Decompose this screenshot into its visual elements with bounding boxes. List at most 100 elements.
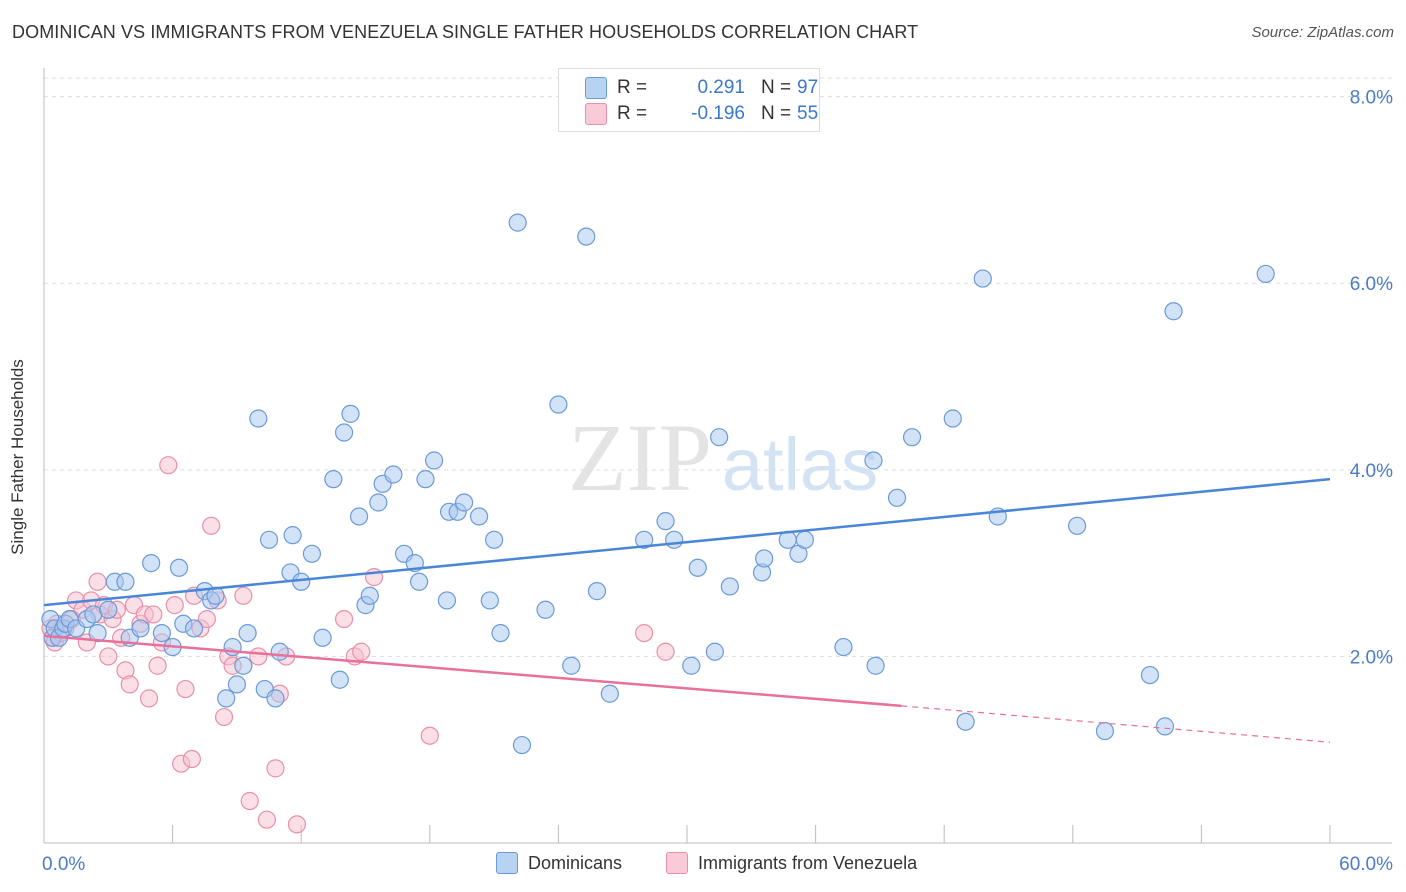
x-tick-label: 60.0% (1339, 854, 1393, 875)
data-point-dominicans (302, 544, 322, 563)
data-point-dominicans (902, 428, 922, 447)
data-point-venezuela (139, 689, 159, 708)
legend-item-venezuela: Immigrants from Venezuela (666, 852, 917, 874)
data-point-dominicans (635, 530, 654, 549)
data-point-dominicans (600, 684, 619, 703)
data-point-dominicans (795, 530, 814, 549)
trend-line-venezuela-extension (901, 705, 1331, 743)
legend-r-label: R = (617, 77, 648, 98)
trend-line-dominicans (43, 477, 1331, 607)
data-point-dominicans (152, 623, 171, 643)
data-point-dominicans (88, 623, 107, 643)
data-point-dominicans (334, 423, 354, 442)
data-point-dominicans (688, 558, 707, 577)
data-point-dominicans (409, 572, 429, 591)
data-point-dominicans (943, 409, 962, 428)
data-point-venezuela (249, 647, 268, 666)
data-point-dominicans (341, 404, 360, 423)
legend-item-dominicans: Dominicans (496, 852, 622, 874)
legend-stats: R = 0.291 N = 97 R = -0.196 N = 55 (558, 68, 820, 132)
data-point-dominicans (424, 451, 444, 470)
watermark-atlas: atlas (722, 423, 878, 506)
data-point-dominicans (437, 591, 457, 610)
series-dominicans-points (41, 213, 1275, 755)
data-point-venezuela (148, 656, 167, 675)
y-tick-label: 6.0% (1350, 274, 1393, 295)
watermark-zip: ZIP (568, 404, 712, 511)
legend-n-label: N = (761, 103, 792, 124)
data-point-dominicans (360, 586, 379, 605)
chart-title: DOMINICAN VS IMMIGRANTS FROM VENEZUELA S… (12, 22, 919, 42)
data-point-venezuela (420, 726, 439, 745)
data-point-dominicans (587, 582, 607, 601)
legend-r-value: 0.291 (697, 77, 745, 98)
data-point-dominicans (184, 619, 204, 638)
legend-r-label: R = (617, 103, 648, 124)
data-point-dominicans (384, 465, 403, 484)
data-point-dominicans (480, 591, 499, 610)
data-point-dominicans (217, 689, 236, 708)
data-point-venezuela (656, 642, 675, 661)
data-point-venezuela (88, 572, 107, 591)
legend-swatch-pink (666, 852, 688, 874)
data-point-dominicans (84, 605, 103, 624)
data-point-dominicans (887, 488, 907, 507)
data-point-dominicans (866, 656, 885, 675)
axes (43, 68, 1392, 844)
watermark: ZIP atlas (568, 404, 878, 511)
legend-n-label: N = (761, 77, 792, 98)
data-point-dominicans (234, 656, 253, 675)
data-point-dominicans (223, 637, 242, 657)
data-point-venezuela (197, 609, 216, 629)
data-point-venezuela (214, 707, 234, 727)
data-point-dominicans (469, 507, 489, 526)
data-point-venezuela (182, 749, 201, 769)
data-point-venezuela (176, 679, 195, 699)
data-point-dominicans (485, 530, 504, 549)
data-point-venezuela (257, 810, 277, 829)
data-point-venezuela (120, 675, 139, 694)
data-point-dominicans (266, 689, 285, 708)
data-point-dominicans (864, 451, 883, 470)
data-point-dominicans (313, 628, 332, 647)
data-point-dominicans (834, 637, 853, 657)
source-label: Source: ZipAtlas.com (1251, 24, 1394, 41)
data-point-dominicans (973, 269, 992, 288)
data-point-dominicans (720, 577, 739, 596)
data-point-dominicans (116, 572, 135, 591)
data-point-venezuela (352, 642, 371, 661)
data-point-dominicans (131, 619, 150, 638)
data-point-dominicans (549, 395, 568, 414)
data-point-dominicans (562, 656, 581, 675)
data-point-dominicans (577, 227, 596, 246)
y-tick-label: 2.0% (1350, 647, 1393, 668)
data-point-dominicans (665, 530, 684, 549)
data-point-dominicans (249, 409, 268, 428)
data-point-dominicans (416, 470, 435, 489)
data-point-dominicans (1256, 264, 1275, 284)
data-point-venezuela (334, 609, 354, 629)
data-point-venezuela (165, 596, 184, 615)
legend-swatch-blue (585, 77, 607, 99)
data-point-dominicans (270, 642, 289, 661)
legend-r-value: -0.196 (691, 103, 745, 124)
data-point-dominicans (259, 530, 279, 549)
data-point-dominicans (227, 675, 246, 694)
data-point-dominicans (1155, 717, 1175, 736)
legend-n-value: 97 (797, 77, 819, 98)
data-point-dominicans (956, 712, 975, 731)
data-point-dominicans (324, 470, 343, 489)
legend-swatch-pink (585, 103, 607, 125)
legend-n-value: 55 (797, 103, 819, 124)
y-tick-label: 4.0% (1350, 461, 1393, 482)
data-point-dominicans (755, 549, 774, 568)
data-point-venezuela (144, 605, 163, 624)
data-point-dominicans (1095, 721, 1115, 741)
y-tick-label: 8.0% (1350, 88, 1393, 109)
data-point-dominicans (283, 526, 302, 545)
x-tick-label: 0.0% (42, 854, 85, 875)
data-point-venezuela (159, 456, 178, 475)
tick-labels: 2.0% 4.0% 6.0% 8.0% 0.0% 60.0% (42, 88, 1393, 875)
legend-label-dominicans: Dominicans (528, 852, 623, 873)
data-point-dominicans (710, 428, 729, 447)
